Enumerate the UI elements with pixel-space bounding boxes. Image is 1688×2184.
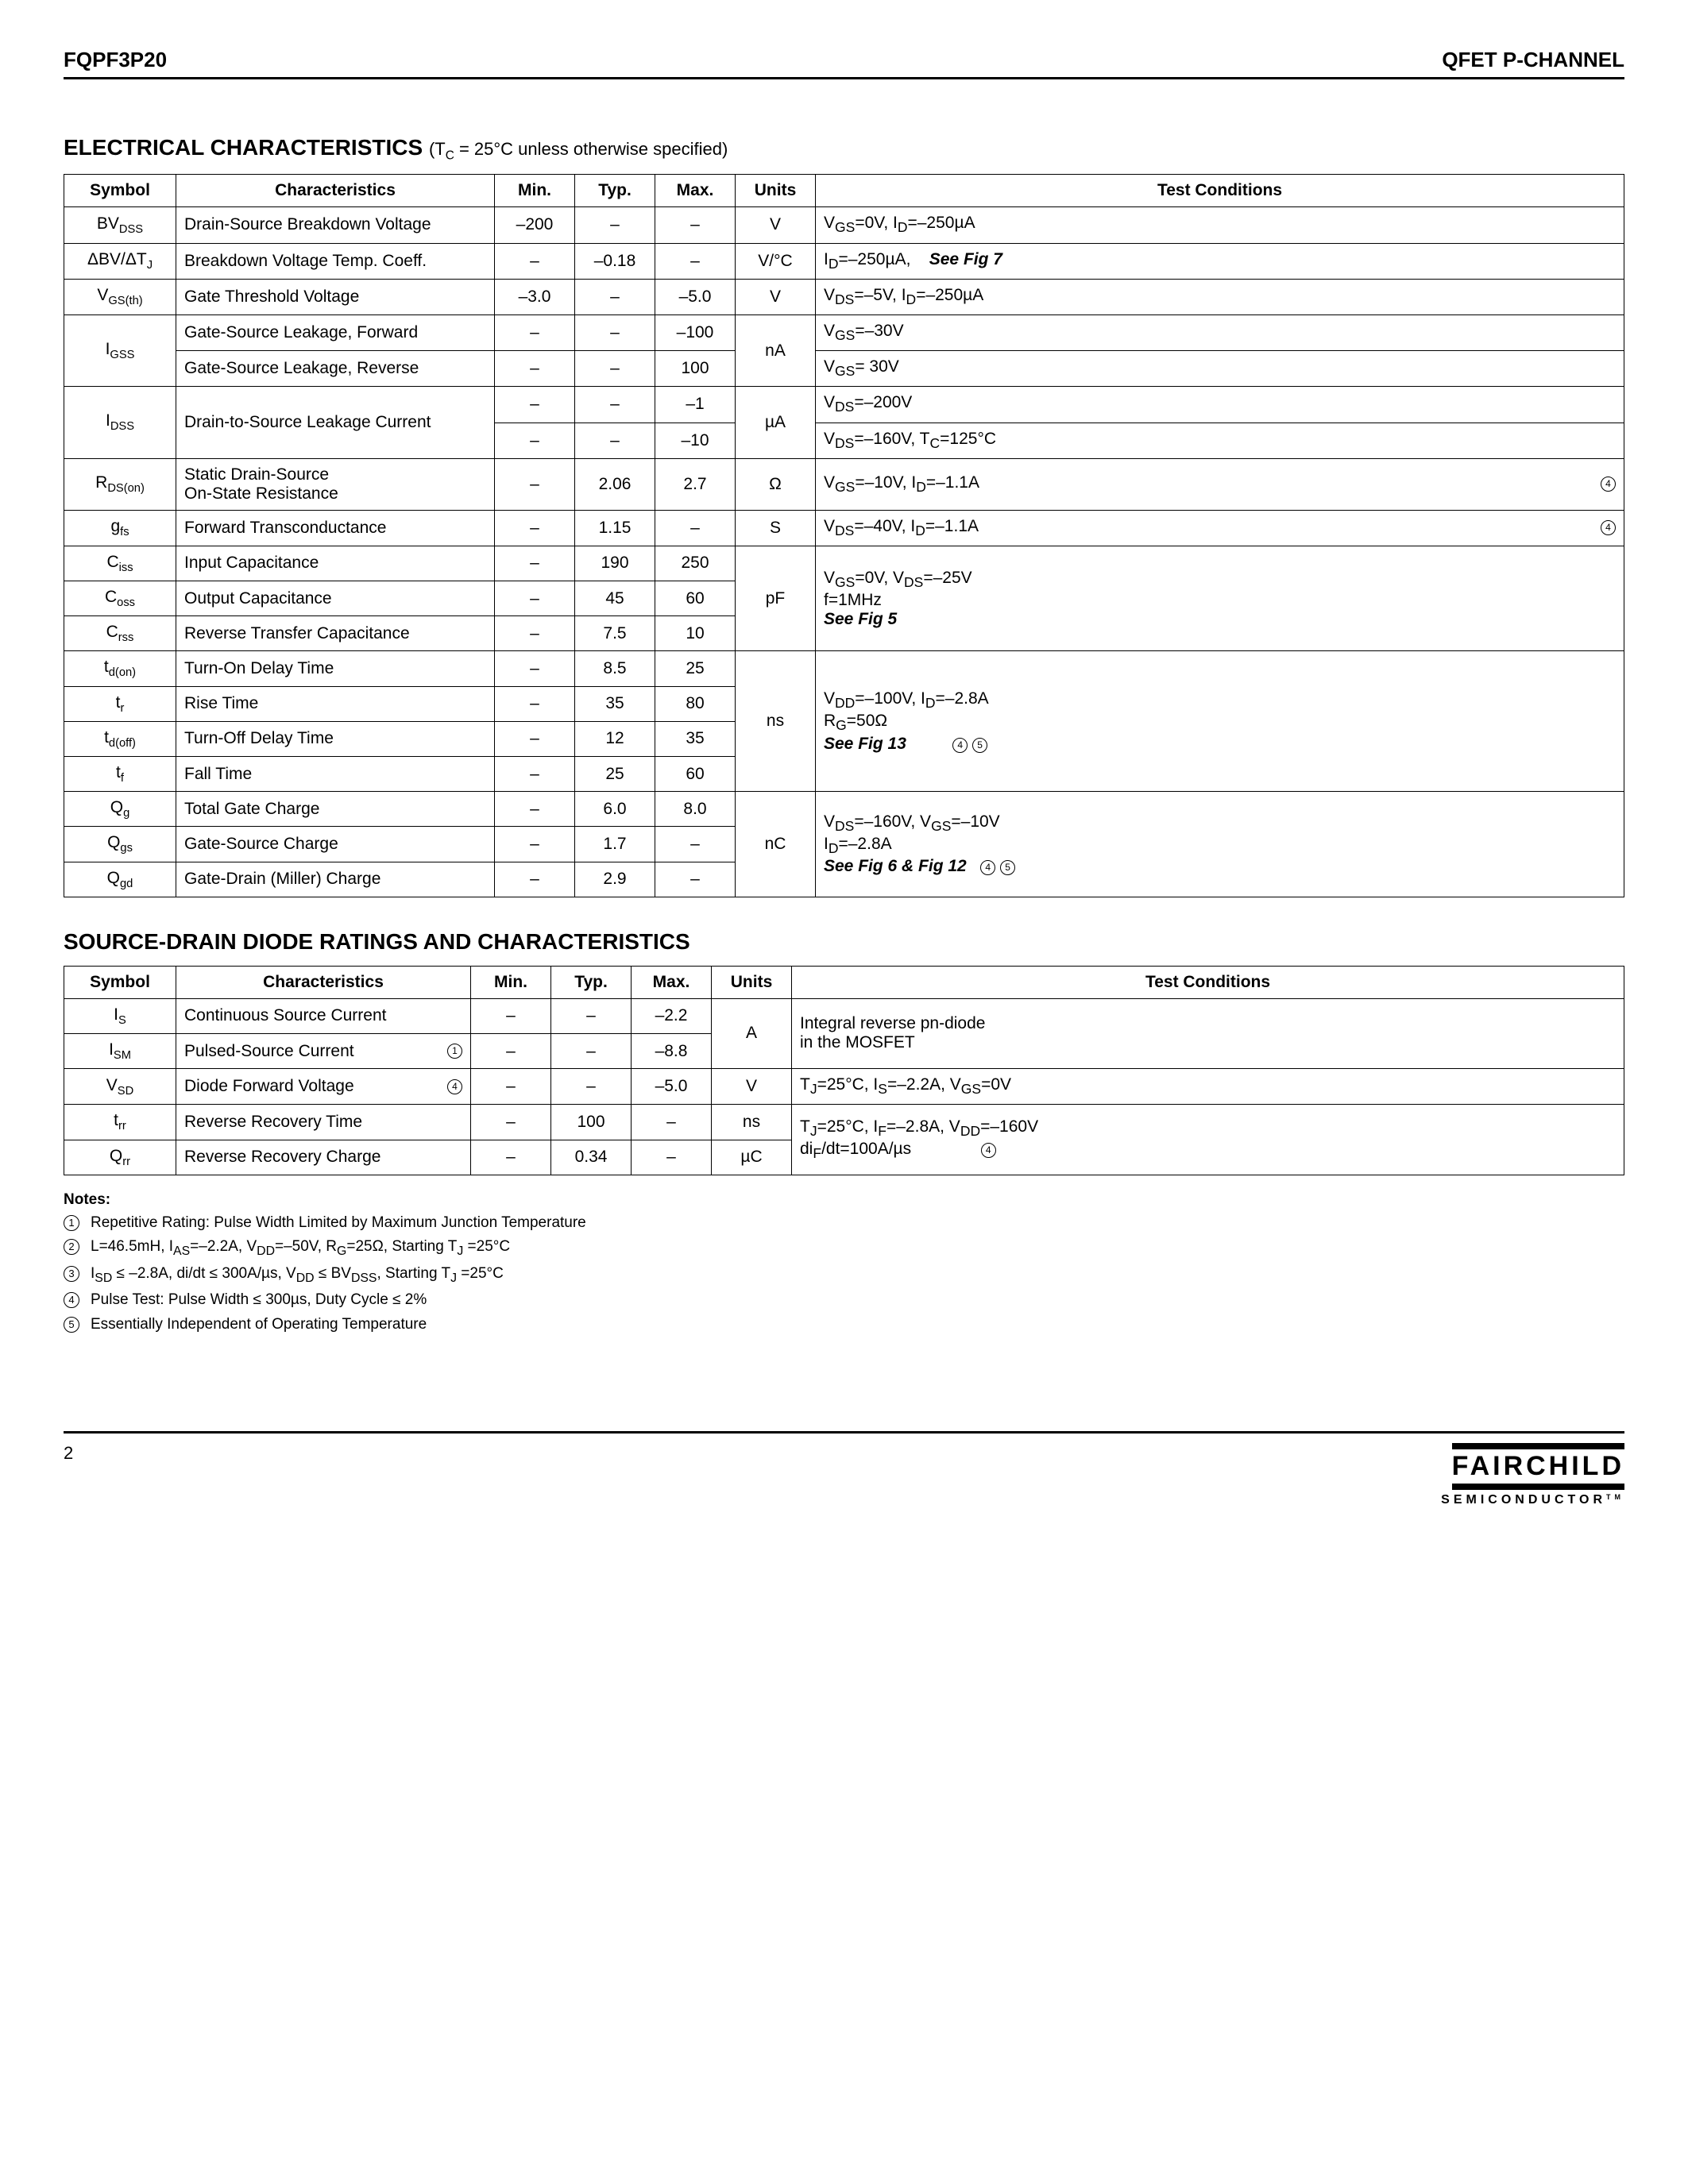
table-row: IDSS Drain-to-Source Leakage Current –––… bbox=[64, 387, 1624, 423]
table-row: Gate-Source Leakage, Reverse ––100 VGS= … bbox=[64, 351, 1624, 387]
section2-title: SOURCE-DRAIN DIODE RATINGS AND CHARACTER… bbox=[64, 929, 1624, 955]
table-row: td(on) Turn-On Delay Time –8.525 ns VDD=… bbox=[64, 651, 1624, 686]
fairchild-logo: FAIRCHILD SEMICONDUCTORTM bbox=[1441, 1443, 1624, 1507]
col-typ: Typ. bbox=[575, 175, 655, 207]
col-min: Min. bbox=[495, 175, 575, 207]
table-row: RDS(on) Static Drain-SourceOn-State Resi… bbox=[64, 458, 1624, 510]
notes-heading: Notes: bbox=[64, 1191, 1624, 1209]
page-footer: 2 FAIRCHILD SEMICONDUCTORTM bbox=[64, 1431, 1624, 1507]
page-header: FQPF3P20 QFET P-CHANNEL bbox=[64, 48, 1624, 79]
col-char: Characteristics bbox=[176, 966, 471, 998]
product-family: QFET P-CHANNEL bbox=[1442, 48, 1624, 72]
part-number: FQPF3P20 bbox=[64, 48, 167, 72]
note-item: 4Pulse Test: Pulse Width ≤ 300µs, Duty C… bbox=[64, 1289, 1624, 1312]
col-char: Characteristics bbox=[176, 175, 495, 207]
table-row: ΔBV/ΔTJ Breakdown Voltage Temp. Coeff. –… bbox=[64, 243, 1624, 279]
table-header-row: Symbol Characteristics Min. Typ. Max. Un… bbox=[64, 966, 1624, 998]
col-typ: Typ. bbox=[551, 966, 632, 998]
col-cond: Test Conditions bbox=[816, 175, 1624, 207]
table-header-row: Symbol Characteristics Min. Typ. Max. Un… bbox=[64, 175, 1624, 207]
section1-subtitle: (TC = 25°C unless otherwise specified) bbox=[429, 139, 728, 159]
logo-text: FAIRCHILD bbox=[1452, 1443, 1624, 1490]
col-cond: Test Conditions bbox=[792, 966, 1624, 998]
page-number: 2 bbox=[64, 1443, 73, 1464]
electrical-characteristics-table: Symbol Characteristics Min. Typ. Max. Un… bbox=[64, 174, 1624, 897]
table-row: VGS(th) Gate Threshold Voltage –3.0––5.0… bbox=[64, 279, 1624, 314]
col-max: Max. bbox=[655, 175, 736, 207]
table-row: IS Continuous Source Current –––2.2 A In… bbox=[64, 998, 1624, 1033]
table-row: Ciss Input Capacitance –190250 pF VGS=0V… bbox=[64, 546, 1624, 581]
note-item: 2L=46.5mH, IAS=–2.2A, VDD=–50V, RG=25Ω, … bbox=[64, 1236, 1624, 1261]
table-row: Qg Total Gate Charge –6.08.0 nC VDS=–160… bbox=[64, 792, 1624, 827]
table-row: BVDSS Drain-Source Breakdown Voltage –20… bbox=[64, 207, 1624, 243]
col-symbol: Symbol bbox=[64, 175, 176, 207]
section1-title-text: ELECTRICAL CHARACTERISTICS bbox=[64, 135, 423, 160]
col-symbol: Symbol bbox=[64, 966, 176, 998]
table-row: IGSS Gate-Source Leakage, Forward –––100… bbox=[64, 314, 1624, 350]
diode-ratings-table: Symbol Characteristics Min. Typ. Max. Un… bbox=[64, 966, 1624, 1175]
col-units: Units bbox=[736, 175, 816, 207]
table-row: VSD Diode Forward Voltage4 –––5.0 V TJ=2… bbox=[64, 1069, 1624, 1105]
note-item: 1Repetitive Rating: Pulse Width Limited … bbox=[64, 1212, 1624, 1235]
section1-title: ELECTRICAL CHARACTERISTICS (TC = 25°C un… bbox=[64, 135, 1624, 163]
table-row: gfs Forward Transconductance –1.15– S VD… bbox=[64, 510, 1624, 546]
col-units: Units bbox=[712, 966, 792, 998]
col-max: Max. bbox=[632, 966, 712, 998]
logo-subtext: SEMICONDUCTORTM bbox=[1441, 1493, 1624, 1507]
note-item: 3ISD ≤ –2.8A, di/dt ≤ 300A/µs, VDD ≤ BVD… bbox=[64, 1263, 1624, 1288]
notes-list: 1Repetitive Rating: Pulse Width Limited … bbox=[64, 1212, 1624, 1337]
table-row: trr Reverse Recovery Time –100– ns TJ=25… bbox=[64, 1105, 1624, 1140]
col-min: Min. bbox=[471, 966, 551, 998]
note-item: 5Essentially Independent of Operating Te… bbox=[64, 1314, 1624, 1337]
